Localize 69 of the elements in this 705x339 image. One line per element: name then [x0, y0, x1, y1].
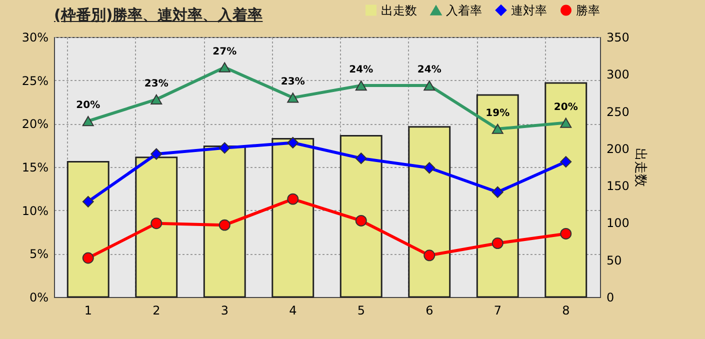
point [355, 152, 367, 164]
data-label: 23% [144, 78, 168, 90]
bar [476, 94, 519, 298]
y2-tick-label: 50 [606, 253, 622, 268]
bar [340, 135, 382, 298]
x-tick-label: 5 [357, 304, 365, 318]
x-tick-label: 4 [289, 304, 297, 318]
data-label: 23% [280, 76, 305, 88]
point [492, 238, 504, 249]
point [560, 118, 572, 128]
point [492, 186, 504, 198]
point [424, 80, 436, 91]
y-tick-label: 0% [29, 290, 48, 304]
point [287, 92, 299, 103]
legend-label: 勝率 [576, 3, 600, 18]
data-label: 27% [212, 46, 237, 58]
y2-axis-title: 出走数 [632, 148, 648, 187]
bar [408, 126, 451, 298]
point [82, 252, 94, 264]
point [82, 116, 94, 126]
legend-label: 出走数 [381, 3, 417, 18]
data-label: 20% [76, 100, 100, 112]
y2-tick-label: 0 [606, 290, 614, 304]
point [355, 215, 367, 226]
bar [544, 82, 588, 298]
point [150, 218, 162, 230]
y2-tick-label: 100 [606, 216, 630, 230]
y-tick-label: 20% [22, 117, 48, 132]
point [82, 196, 94, 208]
point [492, 124, 504, 134]
data-label: 19% [486, 108, 510, 119]
legend-label: 連対率 [511, 3, 547, 18]
point [424, 162, 436, 174]
point [150, 148, 162, 160]
point [355, 80, 367, 91]
data-label: 20% [554, 102, 578, 113]
point [560, 228, 572, 240]
data-label: 24% [417, 64, 442, 76]
y2-tick-label: 350 [606, 30, 630, 44]
x-tick-label: 6 [426, 304, 434, 318]
y2-tick-label: 200 [606, 142, 630, 156]
legend-label: 入着率 [446, 4, 482, 18]
bar [66, 161, 110, 298]
y-tick-label: 30% [22, 30, 48, 44]
point [218, 62, 230, 72]
data-label: 24% [349, 64, 374, 76]
y-tick-label: 5% [29, 247, 48, 262]
x-tick-label: 3 [220, 304, 228, 318]
point [150, 94, 162, 104]
y-tick-label: 15% [22, 160, 48, 174]
point [287, 193, 299, 205]
point [287, 136, 299, 148]
chart-title: (枠番別)勝率、連対率、入着率 [54, 6, 263, 25]
y2-tick-label: 300 [606, 68, 630, 82]
x-tick-label: 8 [562, 304, 570, 318]
x-tick-label: 2 [152, 304, 160, 318]
y-tick-label: 25% [22, 74, 48, 88]
y-tick-label: 10% [22, 204, 48, 218]
x-tick-label: 7 [494, 304, 502, 318]
point [424, 250, 436, 262]
point [560, 156, 572, 168]
point [218, 219, 230, 231]
bar [135, 156, 178, 298]
bar [272, 138, 314, 298]
point [218, 142, 230, 154]
y2-tick-label: 250 [606, 104, 630, 119]
bar [203, 145, 246, 298]
x-tick-label: 1 [84, 304, 92, 318]
y2-tick-label: 150 [606, 179, 630, 194]
